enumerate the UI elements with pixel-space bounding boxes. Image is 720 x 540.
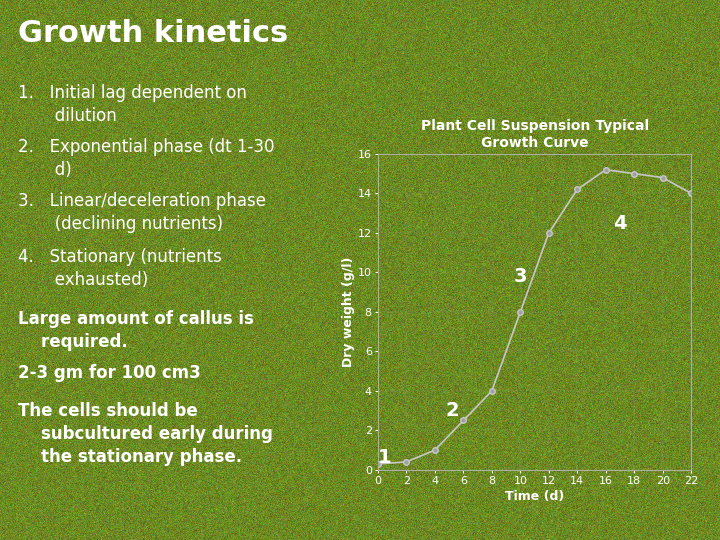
Text: 2.   Exponential phase (dt 1-30
       d): 2. Exponential phase (dt 1-30 d)	[19, 138, 275, 179]
Text: Growth kinetics: Growth kinetics	[19, 19, 289, 48]
Y-axis label: Dry weight (g/l): Dry weight (g/l)	[342, 256, 355, 367]
Text: 2: 2	[445, 401, 459, 420]
Text: 4.   Stationary (nutrients
       exhausted): 4. Stationary (nutrients exhausted)	[19, 248, 222, 289]
Text: Large amount of callus is
    required.: Large amount of callus is required.	[19, 310, 254, 352]
Text: The cells should be
    subcultured early during
    the stationary phase.: The cells should be subcultured early du…	[19, 402, 273, 466]
Title: Plant Cell Suspension Typical
Growth Curve: Plant Cell Suspension Typical Growth Cur…	[420, 119, 649, 150]
X-axis label: Time (d): Time (d)	[505, 490, 564, 503]
Text: 3: 3	[513, 267, 527, 286]
Text: 2-3 gm for 100 cm3: 2-3 gm for 100 cm3	[19, 364, 201, 382]
Text: 1: 1	[378, 448, 392, 468]
Text: 3.   Linear/deceleration phase
       (declining nutrients): 3. Linear/deceleration phase (declining …	[19, 192, 266, 233]
Text: 4: 4	[613, 213, 627, 233]
Text: 1.   Initial lag dependent on
       dilution: 1. Initial lag dependent on dilution	[19, 84, 247, 125]
